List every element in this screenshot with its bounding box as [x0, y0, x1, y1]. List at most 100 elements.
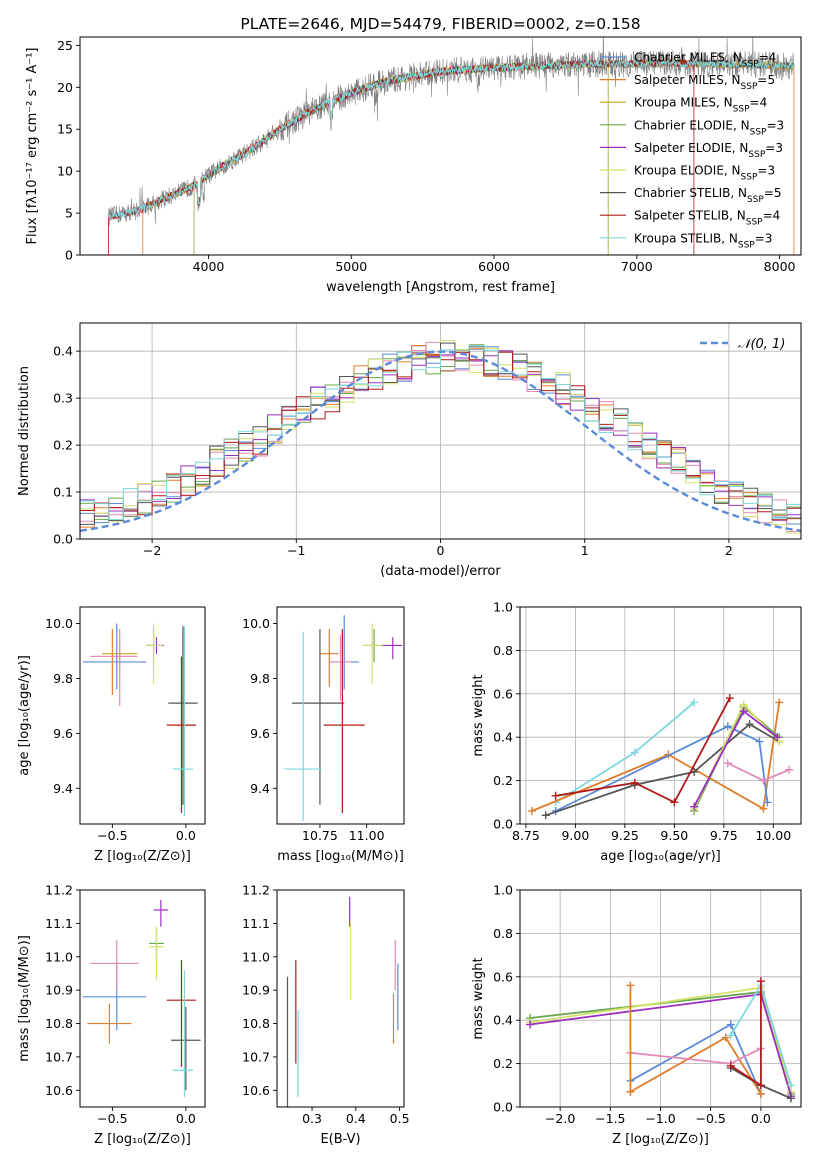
y-tick-label: 9.4 — [250, 781, 270, 796]
x-tick-label: −0.5 — [97, 828, 127, 843]
x-tick-label: 9.50 — [660, 828, 688, 843]
plot-frame — [79, 889, 206, 1108]
normal-curve — [80, 350, 801, 532]
y-tick-label: 0.0 — [53, 532, 73, 547]
plot-frame — [276, 889, 405, 1108]
y-tick-label: 10.0 — [45, 616, 73, 631]
model-salpeter_stelib — [108, 58, 695, 255]
point-kroupa_elodie — [362, 623, 382, 684]
points-mass_vs_Z — [82, 900, 201, 1097]
y-axis-label: age [log₁₀(age/yr)] — [17, 655, 32, 776]
series-pink — [727, 762, 790, 782]
y-tick-label: 10.7 — [45, 1049, 73, 1064]
series-salpeter_stelib — [555, 697, 731, 804]
x-tick-label: 1 — [581, 543, 589, 558]
marker-kroupa_stelib — [690, 698, 699, 707]
legend-label: Kroupa MILES, NSSP=4 — [634, 96, 767, 115]
y-tick-label: 10.6 — [45, 1083, 73, 1098]
y-tick-label: 10.7 — [242, 1049, 270, 1064]
point-kroupa_elodie — [149, 926, 164, 981]
x-tick-label: 7000 — [621, 259, 653, 274]
frame-spectrum: 4000 5000 6000 7000 8000 0 5 10 15 20 25 wavelength… — [25, 15, 802, 295]
point-salpeter_miles — [87, 1003, 132, 1044]
y-tick-label: 20 — [57, 80, 73, 95]
x-tick-label: 10.75 — [302, 828, 338, 843]
y-tick-label: 10 — [57, 164, 73, 179]
x-tick-label: 8.75 — [512, 828, 540, 843]
frame-mass_vs_ebv: 0.3 0.4 0.5 10.6 10.7 10.8 10.9 11.0 11.1 11.2 E(B… — [242, 883, 409, 1148]
x-axis-label: E(B-V) — [320, 1132, 360, 1147]
point-salpeter_stelib — [166, 960, 197, 1067]
chart-title: PLATE=2646, MJD=54479, FIBERID=0002, z=0… — [240, 15, 640, 33]
y-axis-label: mass weight — [471, 674, 486, 756]
frame-mass_vs_Z: −0.5 0.0 10.6 10.7 10.8 10.9 11.0 11.1 11.2 Z [lo… — [17, 883, 206, 1147]
point-chabrier_miles — [329, 615, 360, 690]
x-tick-label: −2.0 — [545, 1111, 575, 1126]
x-axis-label: Z [log₁₀(Z/Z⊙)] — [94, 1132, 191, 1147]
point-kroupa_stelib — [284, 631, 322, 822]
marker-salpeter_stelib — [551, 791, 560, 800]
marker-salpeter_stelib — [756, 977, 765, 986]
marker-salpeter_stelib — [726, 1061, 735, 1070]
y-tick-label: 1.0 — [493, 600, 513, 615]
hist-kroupa_stelib — [80, 345, 801, 539]
frame-age_vs_mass: 10.75 11.00 9.4 9.6 9.8 10.0 mass [log₁₀(M/M⊙)… — [242, 606, 405, 864]
model-kroupa_stelib — [108, 58, 795, 221]
x-tick-label: −0.5 — [695, 1111, 725, 1126]
legend-label: Kroupa STELIB, NSSP=3 — [634, 231, 772, 250]
x-tick-label: 0.3 — [302, 1111, 322, 1126]
point-salpeter_stelib — [166, 656, 197, 814]
marker-pink — [723, 759, 732, 768]
point-salpeter_miles — [319, 628, 339, 687]
y-axis-label: mass weight — [471, 957, 486, 1039]
y-tick-label: 0.0 — [493, 1100, 513, 1115]
series-chabrier_miles — [555, 725, 769, 812]
marker-chabrier_miles — [726, 1020, 735, 1029]
marker-salpeter_miles — [759, 804, 768, 813]
histogram-legend: 𝒩(0, 1) — [700, 337, 785, 352]
y-tick-label: 10.9 — [242, 983, 270, 998]
point-chabrier_miles — [82, 963, 147, 1031]
lines-weight_vs_Z — [526, 977, 795, 1103]
y-tick-label: 0.8 — [493, 926, 513, 941]
y-tick-label: 0.0 — [493, 817, 513, 832]
y-tick-label: 9.4 — [53, 781, 73, 796]
marker-kroupa_stelib — [630, 748, 639, 757]
plot-frame — [79, 36, 802, 256]
marker-salpeter_elodie — [526, 1020, 535, 1029]
marker-chabrier_miles — [723, 722, 732, 731]
y-tick-label: 0.2 — [493, 773, 513, 788]
y-tick-label: 11.1 — [45, 916, 73, 931]
marker-kroupa_stelib — [726, 1031, 735, 1040]
marker-salpeter_miles — [626, 1087, 635, 1096]
points-mass_vs_ebv — [286, 896, 399, 1107]
y-tick-label: 25 — [57, 38, 73, 53]
x-tick-label: 4000 — [193, 259, 225, 274]
point-pink — [329, 634, 352, 701]
marker-kroupa_stelib — [786, 1081, 795, 1090]
x-tick-label: 9.25 — [611, 828, 639, 843]
legend-label: Salpeter STELIB, NSSP=4 — [634, 209, 780, 228]
marker-salpeter_miles — [721, 1033, 730, 1042]
y-tick-label: 9.8 — [250, 671, 270, 686]
x-tick-label: 10.00 — [755, 828, 791, 843]
points-age_vs_Z — [82, 623, 198, 816]
y-axis-label: Flux [fλ10⁻¹⁷ erg cm⁻² s⁻¹ A⁻¹] — [25, 48, 40, 245]
marker-pink — [759, 776, 768, 785]
x-axis-label: age [log₁₀(age/yr)] — [600, 849, 721, 864]
y-axis-label: mass [log₁₀(M/M⊙)] — [17, 935, 32, 1062]
x-tick-label: −1.0 — [645, 1111, 675, 1126]
x-tick-label: 0.0 — [176, 1111, 196, 1126]
y-tick-label: 11.2 — [242, 883, 270, 898]
marker-salpeter_miles — [626, 981, 635, 990]
x-tick-label: 5000 — [335, 259, 367, 274]
marker-salpeter_stelib — [756, 1081, 765, 1090]
lines-weight_vs_age — [527, 694, 794, 820]
x-axis-label: wavelength [Angstrom, rest frame] — [326, 280, 555, 295]
y-tick-label: 10.8 — [242, 1016, 270, 1031]
point-salpeter_stelib — [323, 628, 365, 814]
y-tick-label: 10.6 — [242, 1083, 270, 1098]
x-tick-label: 9.75 — [710, 828, 738, 843]
y-tick-label: 1.0 — [493, 883, 513, 898]
y-tick-label: 0.4 — [493, 1013, 513, 1028]
